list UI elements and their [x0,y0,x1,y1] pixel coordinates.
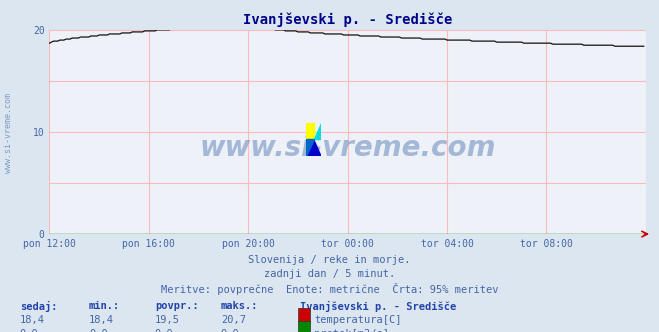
Text: Meritve: povprečne  Enote: metrične  Črta: 95% meritev: Meritve: povprečne Enote: metrične Črta:… [161,283,498,295]
Text: www.si-vreme.com: www.si-vreme.com [200,134,496,162]
Text: 20,7: 20,7 [221,315,246,325]
Text: zadnji dan / 5 minut.: zadnji dan / 5 minut. [264,269,395,279]
Text: povpr.:: povpr.: [155,301,198,311]
Polygon shape [306,139,314,156]
Text: 0,0: 0,0 [20,329,38,332]
Bar [306,123,314,139]
Text: sedaj:: sedaj: [20,301,57,312]
Text: 0,0: 0,0 [89,329,107,332]
Text: 0,0: 0,0 [155,329,173,332]
Title: Ivanjševski p. - Središče: Ivanjševski p. - Središče [243,13,452,27]
Text: Slovenija / reke in morje.: Slovenija / reke in morje. [248,255,411,265]
Polygon shape [314,123,321,139]
Text: 18,4: 18,4 [20,315,45,325]
Text: pretok[m3/s]: pretok[m3/s] [314,329,389,332]
Text: www.si-vreme.com: www.si-vreme.com [4,93,13,173]
Text: 19,5: 19,5 [155,315,180,325]
Polygon shape [306,139,321,156]
Text: maks.:: maks.: [221,301,258,311]
Text: 18,4: 18,4 [89,315,114,325]
Text: Ivanjševski p. - Središče: Ivanjševski p. - Središče [300,301,456,312]
Text: 0,0: 0,0 [221,329,239,332]
Text: temperatura[C]: temperatura[C] [314,315,402,325]
Text: min.:: min.: [89,301,120,311]
